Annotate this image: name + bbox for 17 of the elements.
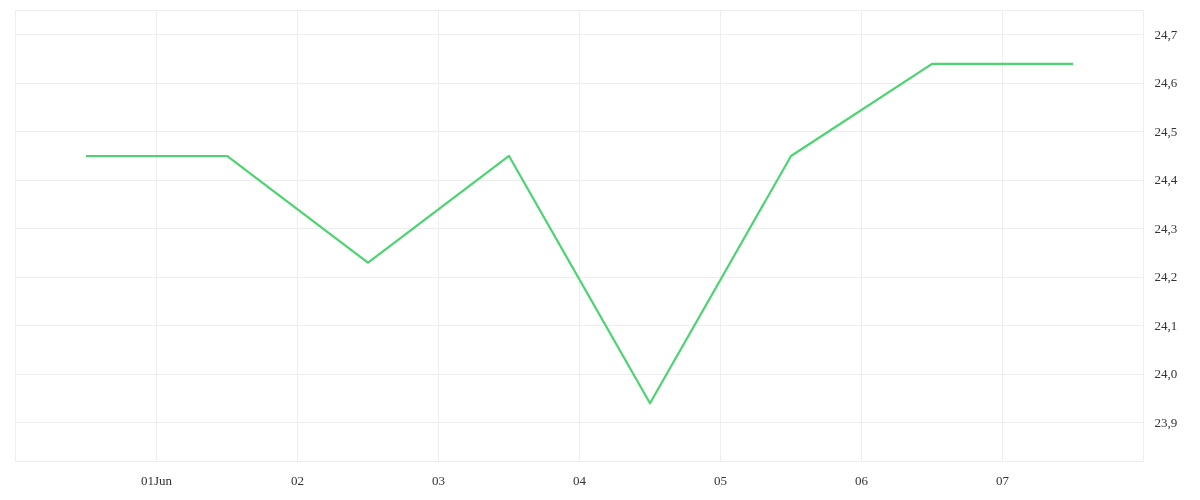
x-tick-label: 02 (291, 472, 304, 488)
y-tick-label: 24,5 (1154, 123, 1178, 139)
y-tick-label: 24,3 (1154, 220, 1178, 236)
x-tick-label: 01Jun (140, 472, 173, 488)
y-tick-label: 24,0 (1154, 366, 1178, 382)
y-tick-label: 24,7 (1154, 26, 1178, 42)
y-tick-label: 24,6 (1154, 75, 1178, 91)
x-tick-label: 07 (996, 472, 1010, 488)
x-tick-label: 03 (432, 472, 445, 488)
line-series (84, 62, 1075, 405)
y-tick-label: 24,1 (1154, 317, 1178, 333)
x-tick-label: 04 (573, 472, 587, 488)
y-tick-label: 24,4 (1154, 172, 1178, 188)
x-tick-label: 05 (714, 472, 727, 488)
x-tick-label: 06 (855, 472, 869, 488)
y-tick-label: 24,2 (1154, 269, 1178, 285)
y-tick-label: 23,9 (1154, 414, 1178, 430)
